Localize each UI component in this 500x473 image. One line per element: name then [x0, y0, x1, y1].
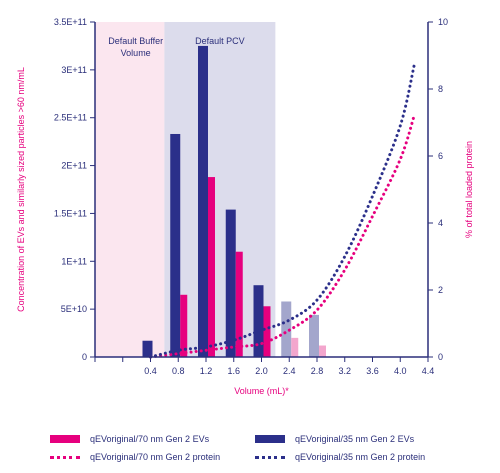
y2-tick-label: 8: [438, 84, 443, 94]
region-label-pcv: Default PCV: [195, 36, 245, 46]
region-0: [95, 22, 165, 357]
bar-70nm: [319, 345, 326, 357]
region-label-buffer-line1: Default Buffer: [108, 36, 163, 46]
y-tick-label: 1E+11: [61, 256, 87, 266]
x-tick-label: 2.8: [311, 366, 324, 376]
y2-tick-label: 0: [438, 352, 443, 362]
legend-swatch-35-protein: [255, 455, 285, 459]
x-tick-label: 3.2: [338, 366, 351, 376]
y-tick-label: 2E+11: [61, 161, 87, 171]
legend-swatch-70-evs: [50, 435, 80, 443]
bar-35nm: [253, 285, 264, 357]
bar-70nm: [263, 306, 271, 357]
x-tick-label: 0.8: [172, 366, 185, 376]
legend-swatch-70-protein: [50, 455, 80, 459]
legend-item-70-evs: qEVoriginal/70 nm Gen 2 EVs: [50, 434, 209, 444]
x-tick-label: 2.4: [283, 366, 296, 376]
bar-70nm: [180, 294, 188, 357]
x-tick-label: 1.2: [200, 366, 213, 376]
bar-35nm: [309, 314, 319, 357]
legend-item-35-protein: qEVoriginal/35 nm Gen 2 protein: [255, 452, 425, 462]
legend-swatch-35-evs: [255, 435, 285, 443]
y-tick-label: 5E+10: [61, 304, 87, 314]
x-tick-label: 3.6: [366, 366, 379, 376]
x-tick-label: 1.6: [227, 366, 240, 376]
legend-label-70-protein: qEVoriginal/70 nm Gen 2 protein: [90, 452, 221, 462]
legend-label-70-evs: qEVoriginal/70 nm Gen 2 EVs: [90, 434, 210, 444]
bar-70nm: [208, 177, 215, 357]
y-tick-label: 3.5E+11: [54, 17, 87, 27]
legend-label-35-evs: qEVoriginal/35 nm Gen 2 EVs: [295, 434, 415, 444]
bar-35nm: [142, 340, 153, 357]
y2-tick-label: 6: [438, 151, 443, 161]
protein-line-35nm: [149, 64, 416, 359]
bar-35nm: [281, 301, 292, 357]
region-label-buffer-line2: Volume: [121, 48, 151, 58]
x-tick-label: 2.0: [255, 366, 268, 376]
y2-tick-label: 4: [438, 218, 443, 228]
region-label-buffer: Default Buffer Volume: [108, 36, 163, 58]
legend-item-70-protein: qEVoriginal/70 nm Gen 2 protein: [50, 452, 220, 462]
y2-tick-label: 2: [438, 285, 443, 295]
y2-axis-title: % of total loaded protein: [464, 141, 474, 238]
legend-item-35-evs: qEVoriginal/35 nm Gen 2 EVs: [255, 434, 414, 444]
x-tick-label: 0.4: [144, 366, 157, 376]
bar-70nm: [235, 251, 243, 357]
chart-legend: qEVoriginal/70 nm Gen 2 EVs qEVoriginal/…: [0, 430, 500, 470]
y2-tick-label: 10: [438, 17, 448, 27]
y-tick-label: 1.5E+11: [54, 208, 87, 218]
y-tick-label: 2.5E+11: [54, 113, 87, 123]
bar-35nm: [225, 209, 236, 357]
protein-line-70nm: [149, 114, 416, 359]
y-tick-label: 0: [82, 352, 87, 362]
x-tick-label: 4.0: [394, 366, 407, 376]
bar-35nm: [170, 133, 181, 357]
chart-svg: Default Buffer Volume Default PCV 0 5E+10 1E+…: [16, 17, 474, 396]
bar-70nm: [291, 337, 299, 357]
y-axis-title: Concentration of EVs and similarly sized…: [16, 67, 26, 312]
x-axis-title: Volume (mL)*: [234, 386, 289, 396]
bar-35nm: [198, 45, 208, 358]
legend-label-35-protein: qEVoriginal/35 nm Gen 2 protein: [295, 452, 426, 462]
y-tick-label: 3E+11: [61, 65, 87, 75]
x-tick-label: 4.4: [422, 366, 435, 376]
